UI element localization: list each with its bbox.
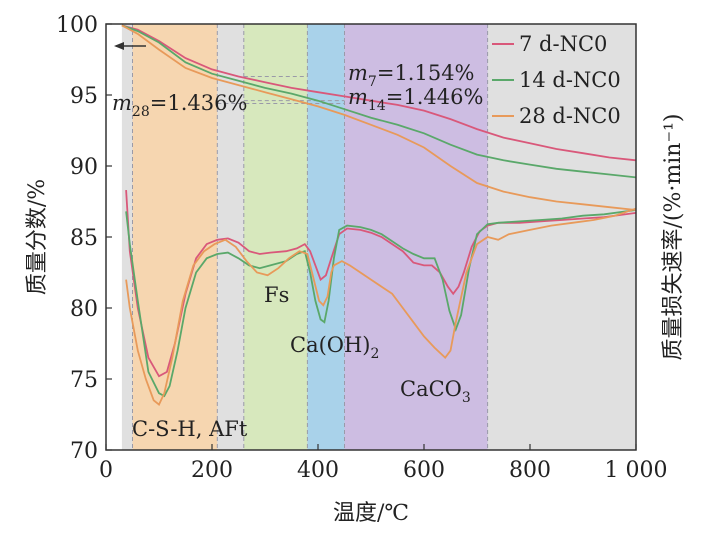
x-tick-label: 800 [509, 458, 551, 483]
annotation-m14: m14=1.446% [348, 85, 483, 114]
y-tick-label: 75 [70, 368, 98, 393]
x-tick-label: 400 [297, 458, 339, 483]
y-tick-label: 90 [70, 155, 98, 180]
annotation-m7: m7=1.154% [348, 61, 475, 90]
x-axis: 0 200 400 600 800 1 000 [99, 444, 667, 483]
label-caco3: CaCO3 [400, 377, 471, 406]
tg-line-14d [121, 24, 637, 179]
x-tick-label: 1 000 [605, 458, 668, 483]
x-tick-label: 0 [99, 458, 113, 483]
label-fs: Fs [264, 283, 289, 307]
dtg-line-14d [125, 209, 637, 398]
left-axis-arrow [114, 42, 146, 50]
region-band-2 [243, 24, 308, 450]
dtg-line-28d [125, 207, 637, 407]
y-tick-label: 80 [70, 297, 98, 322]
legend-label-28d: 28 d-NC0 [519, 104, 621, 128]
y-axis-left-title: 质量分数/% [25, 179, 50, 295]
x-tick-label: 600 [403, 458, 445, 483]
y-tick-label: 100 [56, 13, 98, 38]
label-csh-aft: C-S-H, AFt [132, 417, 248, 441]
y-tick-label: 95 [70, 84, 98, 109]
annotation-m28: m28=1.436% [112, 91, 247, 120]
label-caoh2: Ca(OH)2 [290, 333, 379, 362]
y-tick-label: 85 [70, 226, 98, 251]
y-tick-label: 70 [70, 439, 98, 464]
y-axis-right-title: 质量损失速率/(%·min⁻¹) [661, 114, 686, 361]
region-band-4 [344, 24, 488, 450]
y-axis-left: 70 75 80 85 90 95 100 [56, 13, 112, 464]
series-lines [121, 24, 637, 407]
tg-line-28d [121, 24, 637, 211]
region-band-1 [132, 24, 218, 450]
tg-line-7d [121, 24, 637, 162]
x-axis-title: 温度/℃ [333, 501, 409, 526]
legend: 7 d-NC0 14 d-NC0 28 d-NC0 [492, 32, 621, 128]
x-tick-label: 200 [191, 458, 233, 483]
legend-label-7d: 7 d-NC0 [519, 32, 607, 56]
legend-label-14d: 14 d-NC0 [519, 68, 621, 92]
